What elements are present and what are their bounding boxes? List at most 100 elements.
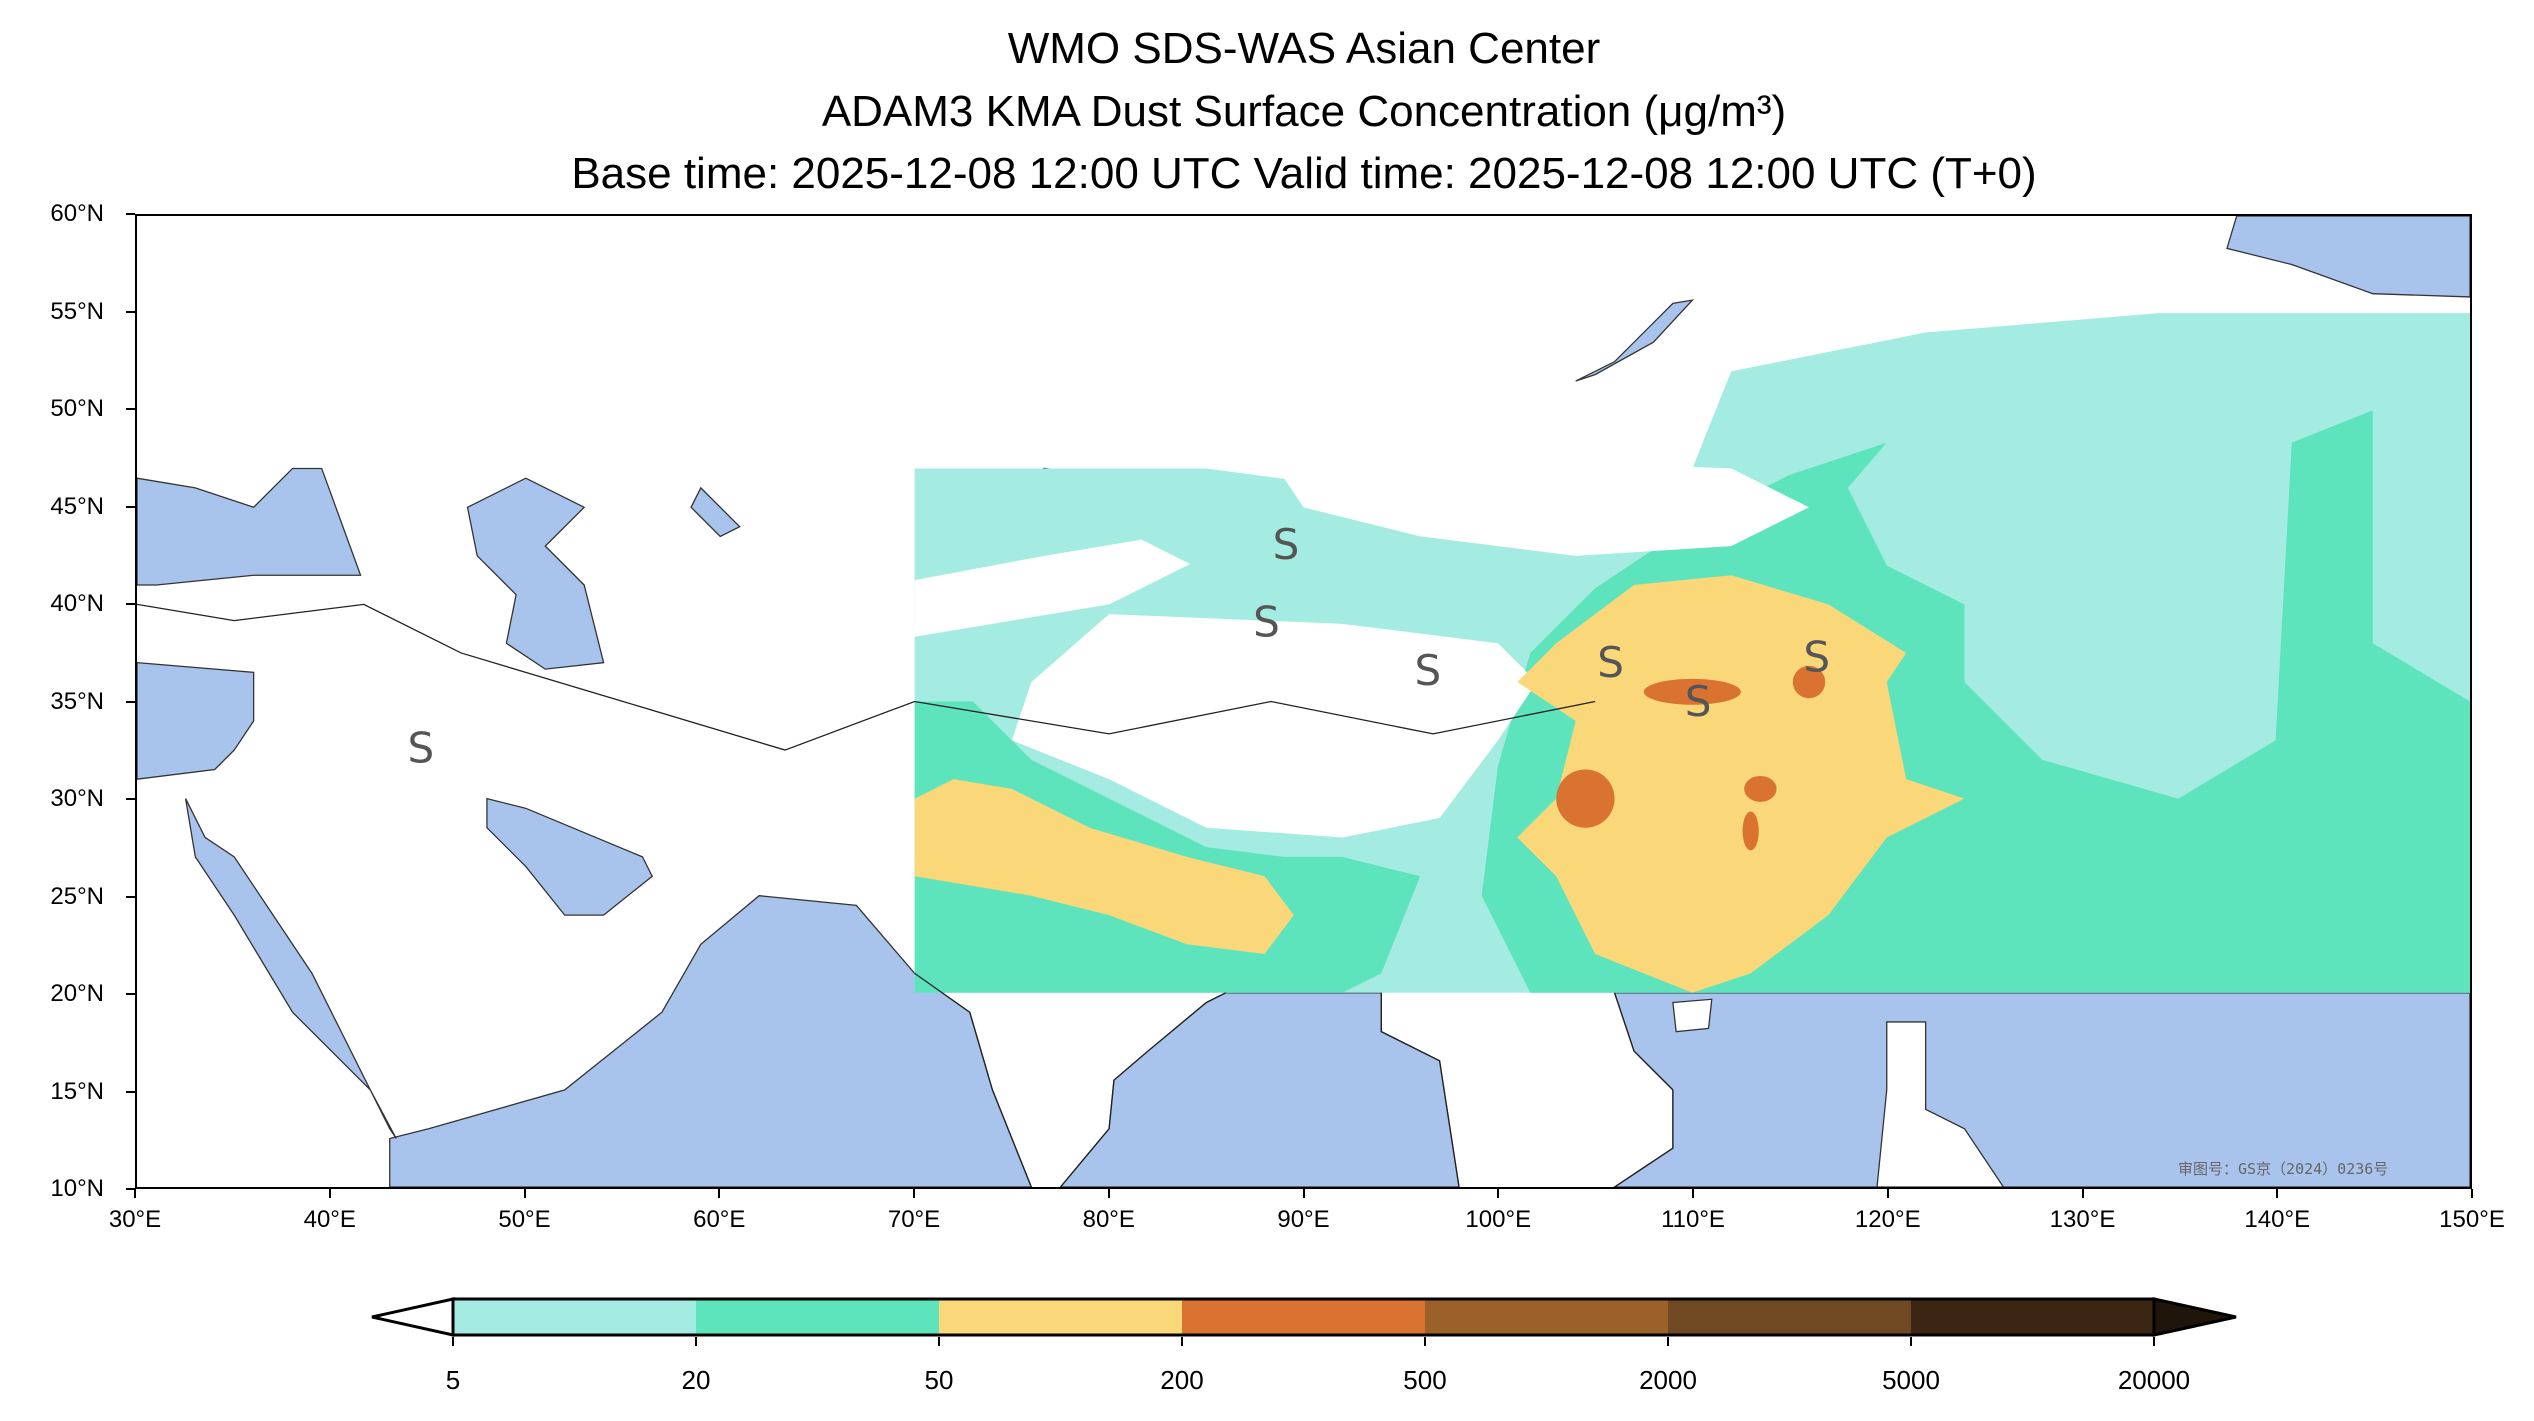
- x-tick: [1497, 1189, 1500, 1198]
- colorbar-label: 20000: [2117, 1365, 2191, 1395]
- persian-gulf: [486, 797, 654, 916]
- x-tick: [1302, 1189, 1305, 1198]
- x-tick: [1886, 1189, 1889, 1198]
- dust-storm-symbol: S: [1685, 677, 1712, 726]
- dust-50-200-china: [1517, 575, 1965, 993]
- x-tick: [523, 1189, 526, 1198]
- y-tick-label: 50°N: [50, 395, 104, 422]
- dust-storm-symbol: S: [407, 724, 434, 773]
- y-tick: [126, 798, 135, 800]
- dust-200-500-patch: [1744, 775, 1777, 802]
- dust-storm-symbol: S: [1273, 520, 1300, 569]
- y-tick-label: 55°N: [50, 297, 104, 325]
- x-tick-label: 50°E: [498, 1206, 551, 1233]
- x-tick-label: 100°E: [1465, 1206, 1532, 1233]
- colorbar-under-arrow: [371, 1297, 455, 1337]
- y-tick-label: 60°N: [50, 200, 104, 227]
- x-tick-label: 120°E: [1854, 1206, 1921, 1233]
- colorbar-segment: [1425, 1299, 1669, 1335]
- x-tick-label: 110°E: [1661, 1206, 1725, 1233]
- y-tick: [126, 505, 135, 508]
- colorbar-label: 5000: [1882, 1365, 1940, 1395]
- title-line-1: WMO SDS-WAS Asian Center: [1007, 24, 1601, 73]
- y-tick: [126, 408, 135, 410]
- y-tick: [126, 1188, 135, 1190]
- dust-200-500-patch: [1792, 665, 1826, 699]
- x-tick: [1107, 1189, 1110, 1198]
- x-tick-label: 30°E: [108, 1206, 162, 1233]
- colorbar-tick: [1910, 1337, 1912, 1346]
- x-tick: [718, 1189, 721, 1198]
- x-tick-label: 140°E: [2244, 1206, 2311, 1233]
- colorbar-label: 5: [445, 1365, 461, 1395]
- colorbar-segment: [696, 1299, 940, 1335]
- colorbar-segment: [1911, 1299, 2155, 1335]
- colorbar-tick: [2153, 1337, 2155, 1346]
- y-tick: [126, 700, 135, 703]
- dust-storm-symbol: S: [1803, 632, 1830, 681]
- colorbar-label: 200: [1160, 1365, 1204, 1395]
- y-tick: [126, 310, 135, 313]
- colorbar-segment: [1668, 1299, 1912, 1335]
- dust-storm-symbol: S: [1597, 638, 1624, 687]
- x-tick-label: 130°E: [2049, 1206, 2116, 1233]
- philippines-land: [1876, 1021, 2005, 1187]
- x-tick: [2276, 1189, 2279, 1198]
- caspian-sea: [466, 477, 605, 670]
- dust-storm-symbol: S: [1415, 646, 1442, 695]
- no-dust-mongolia: [1264, 449, 1809, 556]
- dust-200-500-patch: [1556, 769, 1615, 828]
- y-tick: [126, 603, 135, 605]
- y-tick-label: 35°N: [50, 687, 104, 715]
- colorbar-tick: [452, 1337, 454, 1346]
- x-tick: [1692, 1189, 1694, 1198]
- hainan-land: [1672, 998, 1713, 1033]
- title-line-2: ADAM3 KMA Dust Surface Concentration (μg…: [821, 87, 1787, 136]
- x-tick-label: 150°E: [2439, 1206, 2505, 1233]
- y-tick-label: 20°N: [50, 980, 104, 1007]
- y-tick: [126, 213, 135, 215]
- lake-baikal: [1575, 299, 1695, 382]
- x-tick-label: 70°E: [887, 1206, 941, 1233]
- x-tick-label: 90°E: [1277, 1206, 1330, 1233]
- dust-200-500-patch: [1742, 811, 1759, 851]
- x-tick: [328, 1189, 331, 1198]
- map-approval-watermark: 审图号：GS京（2024）0236号: [2178, 1160, 2389, 1178]
- colorbar-label: 50: [924, 1365, 954, 1395]
- y-tick-label: 40°N: [50, 590, 104, 617]
- y-tick: [126, 895, 135, 898]
- sea-of-okhotsk: [2226, 216, 2470, 298]
- colorbar-over-arrow: [2152, 1297, 2237, 1337]
- x-tick: [913, 1189, 915, 1198]
- mediterranean-sea: [137, 662, 255, 780]
- dust-storm-symbol: S: [1253, 597, 1280, 646]
- colorbar-label: 500: [1403, 1365, 1447, 1395]
- colorbar-label: 20: [681, 1365, 711, 1395]
- no-dust-central-asia: [914, 539, 1191, 637]
- colorbar-tick: [695, 1337, 697, 1346]
- y-tick-label: 30°N: [50, 785, 104, 812]
- black-sea: [137, 467, 362, 586]
- x-tick: [2471, 1189, 2473, 1198]
- dust-field-layer: [914, 313, 2470, 993]
- dust-200-500-patch: [1643, 678, 1741, 705]
- dust-20-50-india: [914, 701, 1421, 993]
- dust-50-200-india: [914, 779, 1294, 954]
- colorbar-tick: [1667, 1337, 1669, 1346]
- x-tick-label: 60°E: [693, 1206, 746, 1233]
- red-sea: [184, 798, 397, 1139]
- colorbar: [371, 1297, 2237, 1337]
- coastlines: [137, 603, 1674, 1187]
- colorbar-tick: [1424, 1337, 1426, 1346]
- y-tick-label: 45°N: [50, 492, 104, 520]
- colorbar-segment: [939, 1299, 1183, 1335]
- colorbar-segment: [1182, 1299, 1426, 1335]
- bay-of-bengal: [1059, 992, 1460, 1187]
- x-tick: [2081, 1189, 2084, 1198]
- no-dust-tibet: [1011, 614, 1537, 838]
- title-line-3: Base time: 2025-12-08 12:00 UTC Valid ti…: [571, 149, 2037, 198]
- colorbar-tick: [1181, 1337, 1183, 1346]
- colorbar-label: 2000: [1639, 1365, 1697, 1395]
- y-tick-label: 15°N: [50, 1077, 104, 1105]
